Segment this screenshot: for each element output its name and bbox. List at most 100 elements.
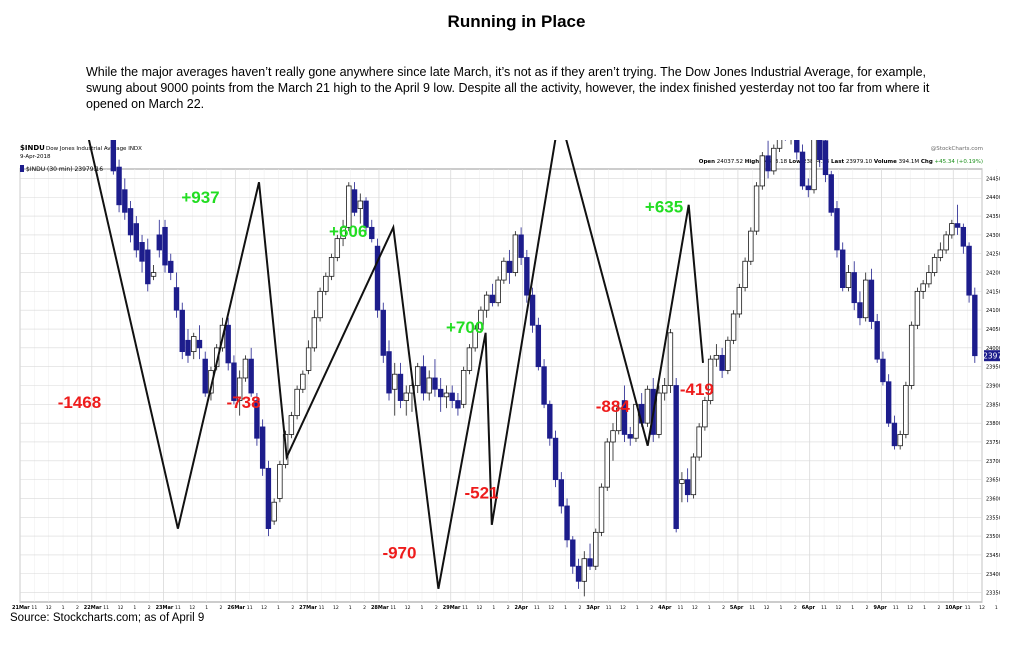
chg-value: +45.34 (+0.19%) bbox=[935, 159, 983, 165]
candle-up bbox=[466, 347, 473, 371]
source-note: Source: Stockcharts.com; as of April 9 bbox=[10, 612, 205, 624]
x-tick-hour: 11 bbox=[390, 605, 396, 611]
x-tick-hour: 11 bbox=[893, 605, 899, 611]
last-label: Last bbox=[831, 159, 844, 165]
candle-up bbox=[679, 479, 685, 484]
candle-down bbox=[868, 279, 875, 322]
loss-annotation: -419 bbox=[680, 380, 714, 399]
candle-down bbox=[259, 426, 266, 469]
x-tick-hour: 1 bbox=[780, 605, 783, 611]
candle-up bbox=[661, 385, 668, 394]
candle-down bbox=[116, 166, 122, 206]
x-tick-date: 5Apr bbox=[730, 605, 744, 611]
chart-legend: $INDU (30 min) 23979.16 bbox=[26, 166, 103, 173]
candle-up bbox=[191, 336, 197, 353]
candle-up bbox=[357, 200, 363, 209]
candle-down bbox=[374, 245, 381, 311]
candle-down bbox=[506, 260, 513, 273]
last-value-tag bbox=[984, 350, 1000, 362]
candle-down bbox=[369, 226, 375, 240]
x-tick-hour: 12 bbox=[405, 605, 411, 611]
candle-down bbox=[960, 226, 967, 247]
x-tick-hour: 12 bbox=[907, 605, 913, 611]
candle-up bbox=[748, 230, 754, 262]
y-tick-label: 23500 bbox=[986, 534, 1000, 540]
candle-up bbox=[811, 140, 817, 191]
candle-down bbox=[874, 321, 880, 360]
candle-down bbox=[437, 388, 444, 398]
y-tick-label: 24250 bbox=[986, 252, 1000, 258]
candle-down bbox=[380, 309, 386, 356]
x-tick-hour: 1 bbox=[708, 605, 711, 611]
x-tick-date: 6Apr bbox=[802, 605, 816, 611]
high-label: High bbox=[745, 159, 759, 165]
candle-up bbox=[903, 385, 909, 435]
x-tick-hour: 11 bbox=[821, 605, 827, 611]
x-tick-date: 28Mar bbox=[371, 605, 389, 611]
y-tick-label: 23850 bbox=[986, 402, 1000, 408]
candle-up bbox=[593, 531, 599, 567]
loss-annotation: -738 bbox=[227, 393, 261, 412]
candle-up bbox=[305, 347, 312, 371]
candle-down bbox=[834, 208, 840, 251]
candle-down bbox=[719, 354, 725, 371]
x-tick-hour: 2 bbox=[507, 605, 510, 611]
candle-up bbox=[501, 260, 507, 281]
candle-up bbox=[426, 377, 432, 394]
y-tick-label: 24150 bbox=[986, 289, 1000, 295]
x-tick-hour: 2 bbox=[363, 605, 366, 611]
x-tick-hour: 11 bbox=[965, 605, 971, 611]
candle-up bbox=[311, 317, 318, 349]
candle-down bbox=[684, 479, 691, 496]
y-tick-label: 24350 bbox=[986, 214, 1000, 220]
gain-annotation: +635 bbox=[645, 197, 683, 216]
open-value: 24037.52 bbox=[717, 159, 743, 165]
x-tick-hour: 2 bbox=[76, 605, 79, 611]
candle-up bbox=[478, 309, 484, 330]
loss-annotation: -521 bbox=[464, 483, 498, 502]
candle-down bbox=[420, 366, 427, 394]
candle-down bbox=[202, 358, 208, 394]
candle-up bbox=[862, 279, 869, 319]
x-tick-hour: 11 bbox=[678, 605, 684, 611]
candle-down bbox=[529, 294, 536, 326]
candle-up bbox=[753, 185, 760, 232]
x-tick-hour: 11 bbox=[319, 605, 325, 611]
candle-up bbox=[937, 249, 944, 258]
candle-down bbox=[145, 249, 151, 285]
y-tick-label: 24450 bbox=[986, 176, 1000, 182]
candle-down bbox=[828, 174, 834, 213]
candle-up bbox=[242, 358, 249, 379]
stock-chart: $INDU Dow Jones Industrial Average INDX … bbox=[12, 140, 1000, 611]
candle-up bbox=[776, 140, 783, 149]
candle-up bbox=[460, 370, 467, 405]
x-tick-date: 23Mar bbox=[156, 605, 174, 611]
y-tick-label: 23650 bbox=[986, 478, 1000, 484]
candle-down bbox=[351, 189, 358, 213]
x-tick-date: 29Mar bbox=[443, 605, 461, 611]
candle-up bbox=[730, 313, 737, 341]
candle-down bbox=[805, 185, 811, 191]
x-tick-hour: 1 bbox=[421, 605, 424, 611]
candle-up bbox=[443, 392, 450, 398]
gain-annotation: +937 bbox=[181, 188, 219, 207]
x-tick-hour: 1 bbox=[349, 605, 352, 611]
candle-up bbox=[656, 392, 662, 435]
x-tick-hour: 11 bbox=[103, 605, 109, 611]
x-tick-date: 22Mar bbox=[84, 605, 102, 611]
chart-watermark: @StockCharts.com bbox=[931, 146, 983, 152]
candle-down bbox=[397, 373, 404, 401]
candle-up bbox=[759, 155, 766, 187]
candle-down bbox=[822, 140, 829, 176]
candle-down bbox=[575, 565, 582, 582]
candle-up bbox=[323, 275, 329, 292]
x-tick-hour: 11 bbox=[749, 605, 755, 611]
y-tick-label: 24300 bbox=[986, 233, 1000, 239]
candle-down bbox=[673, 385, 679, 529]
candle-up bbox=[771, 147, 777, 172]
candle-down bbox=[535, 324, 542, 368]
candle-up bbox=[604, 441, 610, 488]
y-axis: 23350 23400 23450 23500 23550 23600 23650 23700… bbox=[986, 176, 1000, 596]
last-value-tag-text: 23979.10 bbox=[983, 352, 1000, 361]
y-tick-label: 23450 bbox=[986, 553, 1000, 559]
